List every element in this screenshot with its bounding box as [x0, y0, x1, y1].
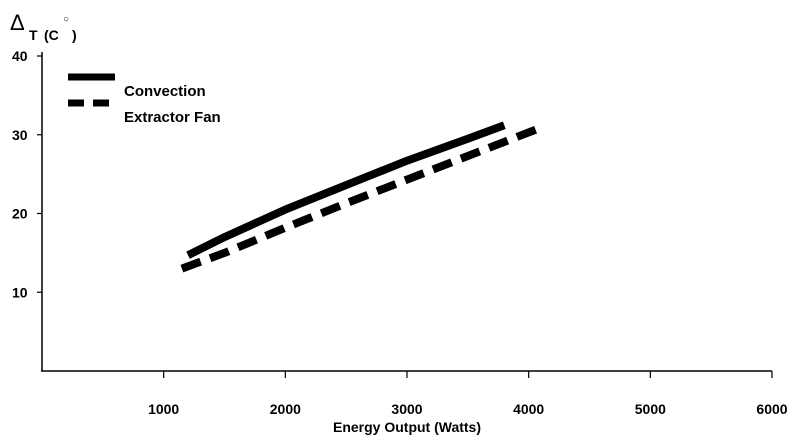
series-line-extractor-fan	[180, 123, 543, 273]
y-axis-degree: ○	[63, 14, 69, 25]
x-tick-label: 1000	[148, 401, 179, 417]
y-tick-label: 10	[12, 284, 28, 300]
y-tick-label: 40	[12, 48, 28, 64]
series-line-convection	[186, 121, 506, 259]
y-axis-unit-prefix: (C	[44, 27, 59, 43]
y-axis-symbol: Δ	[10, 10, 25, 35]
y-axis-subscript: T	[29, 27, 38, 43]
x-axis-title: Energy Output (Watts)	[333, 419, 481, 435]
x-tick-label: 5000	[635, 401, 666, 417]
legend: Convection Extractor Fan	[68, 73, 221, 126]
y-tick-label: 30	[12, 127, 28, 143]
legend-label-extractor-fan: Extractor Fan	[124, 109, 221, 126]
x-tick-label: 4000	[513, 401, 544, 417]
y-ticks: 10 20 30 40	[12, 48, 42, 300]
y-tick-label: 20	[12, 206, 28, 222]
x-tick-label: 6000	[756, 401, 787, 417]
series-lines	[180, 121, 543, 273]
x-tick-label: 3000	[391, 401, 422, 417]
y-axis-unit-suffix: )	[72, 27, 77, 43]
x-tick-label: 2000	[270, 401, 301, 417]
legend-label-convection: Convection	[124, 83, 206, 100]
y-axis-title: Δ T (C ○ )	[10, 10, 77, 43]
x-ticks: 1000 2000 3000 4000 5000 6000	[148, 371, 788, 417]
